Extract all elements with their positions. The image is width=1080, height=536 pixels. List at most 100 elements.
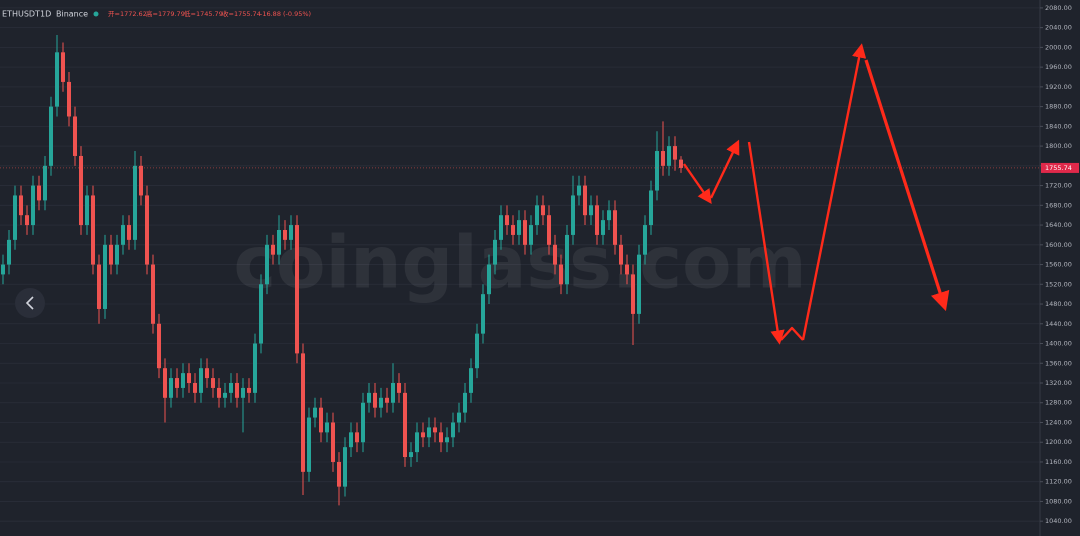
candle-body [163,368,167,398]
candle-body [385,397,389,403]
candle-body [661,151,665,166]
candle-body [631,274,635,314]
candle-body [367,392,371,403]
candle-body [373,392,377,408]
exchange: Binance [56,10,88,19]
candle-body [475,333,479,369]
candle-body [481,294,485,334]
candle-body [499,215,503,240]
candle-body [415,432,419,453]
candle-body [601,220,605,235]
candle-body [67,81,71,117]
candle-body [109,244,113,265]
candle-body [649,190,653,226]
candle-body [547,215,551,245]
candle-body [445,437,449,443]
drawn-arrows [683,43,950,345]
y-tick-label: 1080.00 [1045,497,1072,505]
ohlc-close: 收=1755.74 [222,9,261,18]
candle-body [361,402,365,443]
candle-body [319,407,323,433]
candle-body [151,264,155,324]
candle-body [121,225,125,245]
candle-body [433,427,437,433]
candle-body [205,368,209,379]
last-price-box [1041,162,1079,173]
candle-body [13,195,17,240]
candle-body [397,382,401,393]
candle-body [103,244,107,309]
y-tick-label: 2080.00 [1045,4,1072,12]
candle-body [211,378,215,388]
candle-body [409,452,413,458]
candle-body [403,392,407,458]
y-tick-label: 1960.00 [1045,63,1072,71]
candle-body [271,244,275,255]
y-tick-label: 1800.00 [1045,142,1072,150]
candle-body [289,225,293,240]
candle-body [613,210,617,245]
ohlc-open: 开=1772.62 [108,10,147,18]
candle-body [439,432,443,443]
candle-body [553,244,557,265]
candle-body [241,387,245,398]
scroll-back-button[interactable] [15,288,45,318]
candle-body [145,195,149,265]
candle-body [49,106,53,166]
candle-body [31,185,35,226]
candle-body [295,225,299,354]
candle-body [637,254,641,314]
grid [0,7,1040,522]
candle-body [277,229,281,255]
candle-body [91,195,95,265]
candle-body [19,195,23,216]
candle-body [625,264,629,275]
candle-body [25,215,29,226]
y-tick-label: 1520.00 [1045,280,1072,288]
arrow [709,139,740,199]
arrow [747,141,785,345]
candle-body [511,225,515,235]
candle-body [643,225,647,255]
last-price-label: 1755.74 [1045,164,1072,172]
y-tick-label: 1320.00 [1045,379,1072,387]
candle-body [343,447,347,487]
candle-body [565,234,569,285]
candle-body [379,397,383,408]
candle-body [97,264,101,309]
candle-body [583,185,587,216]
candle-body [157,323,161,369]
candle-body [505,215,509,226]
candle-body [493,239,497,265]
button-bg[interactable] [15,288,45,318]
candle-body [217,387,221,398]
ohlc-high: 高=1779.79 [146,9,185,18]
candle-body [37,185,41,201]
arrow [683,163,712,204]
candle-body [541,205,545,216]
y-tick-label: 2000.00 [1045,43,1072,51]
candle-body [457,412,461,423]
y-tick-label: 1200.00 [1045,438,1072,446]
candle-body [229,382,233,393]
y-tick-label: 1440.00 [1045,320,1072,328]
candle-body [451,422,455,438]
candle-body [427,427,431,438]
candle-body [1,264,5,275]
candle-body [283,229,287,240]
candle-body [421,432,425,438]
candle-body [43,165,47,201]
arrow [801,43,867,341]
candle-body [259,284,263,344]
candle-body [529,225,533,245]
candle-body [265,244,269,285]
candle-body [619,244,623,265]
symbol: ETHUSDT [2,10,40,19]
candle-body [469,368,473,393]
y-tick-label: 1280.00 [1045,399,1072,407]
candle-body [253,343,257,393]
candle-body [355,432,359,443]
chevron-icon[interactable] [25,296,34,310]
